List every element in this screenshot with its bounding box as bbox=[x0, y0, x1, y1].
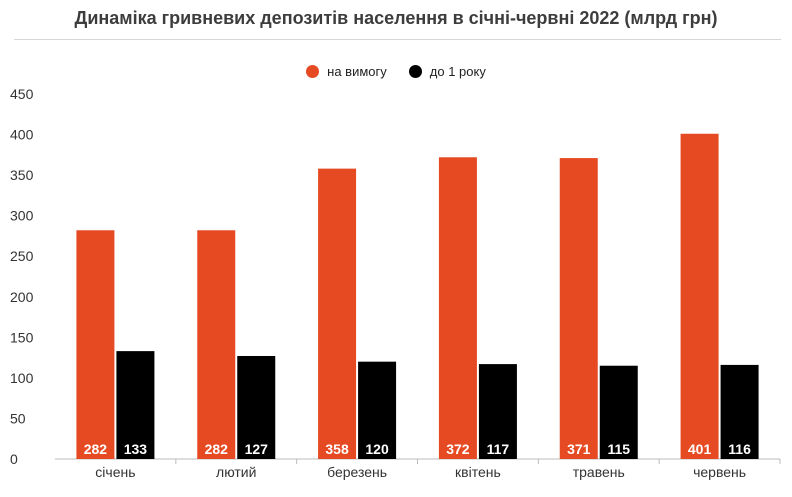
y-tick-label: 350 bbox=[10, 167, 34, 183]
bar-series-1 bbox=[76, 230, 115, 459]
bar-series-1 bbox=[438, 157, 477, 459]
legend-label-series-1: на вимогу bbox=[327, 64, 387, 79]
legend-item-series-2: до 1 року bbox=[408, 64, 486, 79]
title-divider bbox=[14, 39, 781, 40]
legend-swatch-series-1 bbox=[306, 65, 320, 78]
x-tick-label: січень bbox=[95, 464, 135, 480]
data-label-series-1: 401 bbox=[688, 441, 712, 457]
data-label-series-2: 117 bbox=[487, 441, 510, 457]
x-tick-label: березень bbox=[327, 464, 387, 480]
bar-series-2 bbox=[237, 355, 276, 459]
bar-series-1 bbox=[559, 158, 598, 460]
bar-series-2 bbox=[116, 351, 155, 459]
y-tick-label: 100 bbox=[10, 370, 34, 386]
data-label-series-2: 133 bbox=[124, 441, 148, 457]
legend-swatch-series-2 bbox=[408, 65, 422, 78]
data-label-series-2: 116 bbox=[728, 441, 751, 457]
legend: на вимогу до 1 року bbox=[0, 64, 792, 79]
chart-title: Динаміка гривневих депозитів населення в… bbox=[74, 8, 718, 28]
data-label-series-1: 282 bbox=[205, 441, 229, 457]
x-tick-label: червень bbox=[693, 464, 746, 480]
bar-series-2 bbox=[599, 365, 638, 459]
legend-item-series-1: на вимогу bbox=[306, 64, 387, 79]
data-label-series-1: 371 bbox=[567, 441, 591, 457]
y-tick-label: 400 bbox=[10, 127, 34, 143]
bar-series-1 bbox=[318, 168, 357, 459]
data-label-series-2: 127 bbox=[245, 441, 269, 457]
y-tick-label: 50 bbox=[10, 410, 26, 426]
data-label-series-1: 372 bbox=[446, 441, 470, 457]
data-label-series-2: 115 bbox=[607, 441, 630, 457]
bar-series-1 bbox=[680, 133, 719, 459]
y-tick-label: 250 bbox=[10, 248, 34, 264]
bar-series-2 bbox=[720, 364, 759, 459]
data-label-series-2: 120 bbox=[365, 441, 389, 457]
y-tick-label: 300 bbox=[10, 208, 34, 224]
x-tick-label: травень bbox=[573, 464, 625, 480]
y-tick-label: 450 bbox=[10, 86, 34, 102]
y-tick-label: 200 bbox=[10, 289, 34, 305]
y-tick-label: 150 bbox=[10, 329, 34, 345]
legend-label-series-2: до 1 року bbox=[429, 64, 486, 79]
x-tick-label: квітень bbox=[455, 464, 501, 480]
y-tick-label: 0 bbox=[10, 451, 18, 467]
bar-series-1 bbox=[197, 230, 236, 459]
data-label-series-1: 358 bbox=[325, 441, 349, 457]
bar-series-2 bbox=[478, 364, 517, 459]
x-tick-label: лютий bbox=[216, 464, 256, 480]
data-label-series-1: 282 bbox=[84, 441, 108, 457]
bar-series-2 bbox=[358, 361, 397, 459]
